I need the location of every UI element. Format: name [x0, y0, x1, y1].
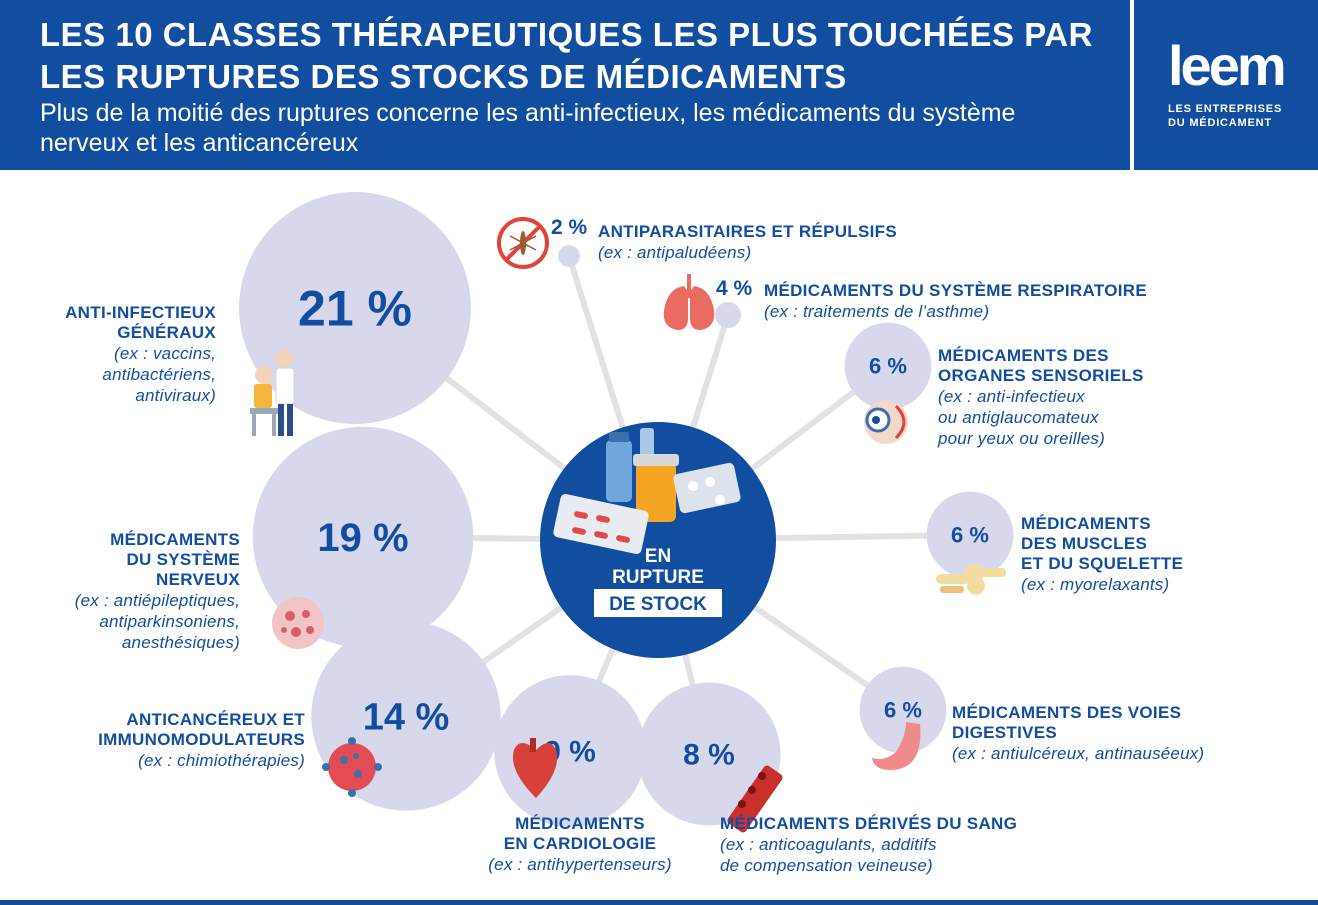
bubble-value-label: 14 % — [363, 696, 450, 738]
label-anti-infectieux-ex-1: (ex : vaccins, — [114, 344, 216, 363]
label-respiratoire-title-1: MÉDICAMENTS DU SYSTÈME RESPIRATOIRE — [764, 281, 1147, 300]
label-sang-ex-2: de compensation veineuse) — [720, 856, 933, 875]
label-sensoriels: MÉDICAMENTS DES ORGANES SENSORIELS (ex :… — [938, 346, 1238, 449]
mosquito-icon — [497, 217, 549, 269]
label-nerveux-title-1: MÉDICAMENTS — [110, 530, 240, 549]
label-antiparasitaires: ANTIPARASITAIRES ET RÉPULSIFS (ex : anti… — [598, 222, 998, 263]
bubble — [252, 426, 474, 648]
bubble-value-label: 8 % — [683, 739, 735, 772]
label-sensoriels-ex-1: (ex : anti-infectieux — [938, 387, 1085, 406]
bubble — [715, 302, 741, 328]
bubble-value-label: 6 % — [884, 698, 922, 723]
bubble — [844, 322, 932, 410]
header-banner: LES 10 CLASSES THÉRAPEUTIQUES LES PLUS T… — [0, 0, 1318, 170]
label-nerveux-title-3: NERVEUX — [156, 570, 240, 589]
label-nerveux: MÉDICAMENTS DU SYSTÈME NERVEUX (ex : ant… — [10, 530, 240, 653]
bottom-rule — [0, 900, 1318, 905]
label-cardiologie-title-2: EN CARDIOLOGIE — [503, 834, 657, 853]
label-anticancereux-title-1: ANTICANCÉREUX ET — [126, 710, 305, 729]
label-digestives-title-2: DIGESTIVES — [952, 723, 1058, 742]
logo-tagline-line-2: DU MÉDICAMENT — [1168, 117, 1272, 129]
bubble — [637, 682, 781, 826]
doctor-patient-icon — [250, 350, 295, 436]
label-sang-title-1: MÉDICAMENTS DÉRIVÉS DU SANG — [720, 814, 1018, 833]
stomach-icon — [872, 722, 921, 770]
label-antiparasitaires-ex-1: (ex : antipaludéens) — [598, 243, 752, 262]
center-label-line-3: DE STOCK — [609, 594, 707, 615]
bone-joint-icon — [936, 564, 1006, 595]
label-cardiologie-ex-1: (ex : antihypertenseurs) — [488, 855, 672, 874]
label-sang: MÉDICAMENTS DÉRIVÉS DU SANG (ex : antico… — [720, 814, 1080, 876]
label-anticancereux-title-2: IMMUNOMODULATEURS — [98, 730, 305, 749]
blood-vessel-icon — [727, 765, 783, 833]
label-anti-infectieux-title-2: GÉNÉRAUX — [117, 323, 216, 342]
eye-icon — [864, 400, 908, 444]
label-anti-infectieux-ex-3: antiviraux) — [135, 386, 216, 405]
label-digestives-title-1: MÉDICAMENTS DES VOIES — [952, 703, 1182, 722]
label-cardiologie: MÉDICAMENTS EN CARDIOLOGIE (ex : antihyp… — [460, 814, 700, 875]
bubble-value-label: 21 % — [298, 281, 412, 337]
bubble — [239, 192, 471, 424]
label-sensoriels-ex-2: ou antiglaucomateux — [938, 408, 1099, 427]
neuron-icon — [272, 597, 324, 649]
value-label-antiparasitaires: 2 % — [551, 216, 588, 239]
page-subtitle: Plus de la moitié des ruptures concerne … — [40, 99, 1016, 157]
label-sensoriels-ex-3: pour yeux ou oreilles) — [938, 429, 1105, 448]
label-antiparasitaires-title-1: ANTIPARASITAIRES ET RÉPULSIFS — [598, 222, 897, 241]
label-sensoriels-title-2: ORGANES SENSORIELS — [938, 366, 1144, 385]
logo-tagline-line-1: LES ENTREPRISES — [1168, 103, 1283, 115]
label-muscles: MÉDICAMENTS DES MUSCLES ET DU SQUELETTE … — [1021, 514, 1281, 595]
label-nerveux-title-2: DU SYSTÈME — [126, 550, 240, 569]
lungs-icon — [663, 274, 715, 330]
label-cardiologie-title-1: MÉDICAMENTS — [515, 814, 645, 833]
label-anti-infectieux-ex-2: antibactériens, — [102, 365, 216, 384]
leem-logo-tagline: LES ENTREPRISES DU MÉDICAMENT — [1168, 102, 1282, 130]
label-respiratoire: MÉDICAMENTS DU SYSTÈME RESPIRATOIRE (ex … — [764, 281, 1214, 322]
label-anti-infectieux-title-1: ANTI-INFECTIEUX — [65, 303, 216, 322]
label-sensoriels-title-1: MÉDICAMENTS DES — [938, 346, 1109, 365]
virus-icon — [322, 737, 382, 797]
center-label-line-1: EN — [645, 546, 671, 567]
label-nerveux-ex-1: (ex : antiépileptiques, — [74, 591, 240, 610]
label-anti-infectieux: ANTI-INFECTIEUX GÉNÉRAUX (ex : vaccins, … — [20, 303, 216, 406]
bubble-value-label: 6 % — [869, 354, 907, 379]
leem-logo: leem — [1168, 34, 1287, 97]
center-label-line-2: RUPTURE — [612, 567, 704, 588]
label-anticancereux-ex-1: (ex : chimiothérapies) — [138, 751, 305, 770]
value-label-respiratoire: 4 % — [716, 277, 753, 300]
heart-icon — [512, 738, 558, 798]
label-anticancereux: ANTICANCÉREUX ET IMMUNOMODULATEURS (ex :… — [20, 710, 305, 771]
bubble-value-label: 6 % — [951, 523, 989, 548]
label-muscles-title-3: ET DU SQUELETTE — [1021, 554, 1184, 573]
center-label-box — [594, 589, 722, 617]
label-digestives-ex-1: (ex : antiulcéreux, antinauséeux) — [952, 744, 1205, 763]
header-divider — [1130, 0, 1134, 170]
bubble — [558, 245, 580, 267]
center-circle: EN RUPTURE DE STOCK — [540, 422, 776, 658]
bubble-chart: 21 %19 %14 %9 % 8 %6 %6 %6 % EN RUPTURE D… — [239, 192, 1014, 833]
label-sang-ex-1: (ex : anticoagulants, additifs — [720, 835, 937, 854]
label-nerveux-ex-2: antiparkinsoniens, — [99, 612, 240, 631]
label-digestives: MÉDICAMENTS DES VOIES DIGESTIVES (ex : a… — [952, 703, 1292, 764]
medicine-pack-icon — [553, 428, 741, 554]
label-muscles-title-1: MÉDICAMENTS — [1021, 514, 1151, 533]
page-title: LES 10 CLASSES THÉRAPEUTIQUES LES PLUS T… — [40, 16, 1093, 95]
bubble-group: 21 %19 %14 %9 % 8 %6 %6 %6 % — [239, 192, 1014, 827]
label-muscles-ex-1: (ex : myorelaxants) — [1021, 575, 1170, 594]
bubble — [926, 491, 1014, 579]
bubble — [859, 666, 947, 754]
label-respiratoire-ex-1: (ex : traitements de l’asthme) — [764, 302, 990, 321]
label-nerveux-ex-3: anesthésiques) — [121, 633, 240, 652]
label-muscles-title-2: DES MUSCLES — [1021, 534, 1148, 553]
bubble-value-label: 19 % — [317, 516, 408, 560]
